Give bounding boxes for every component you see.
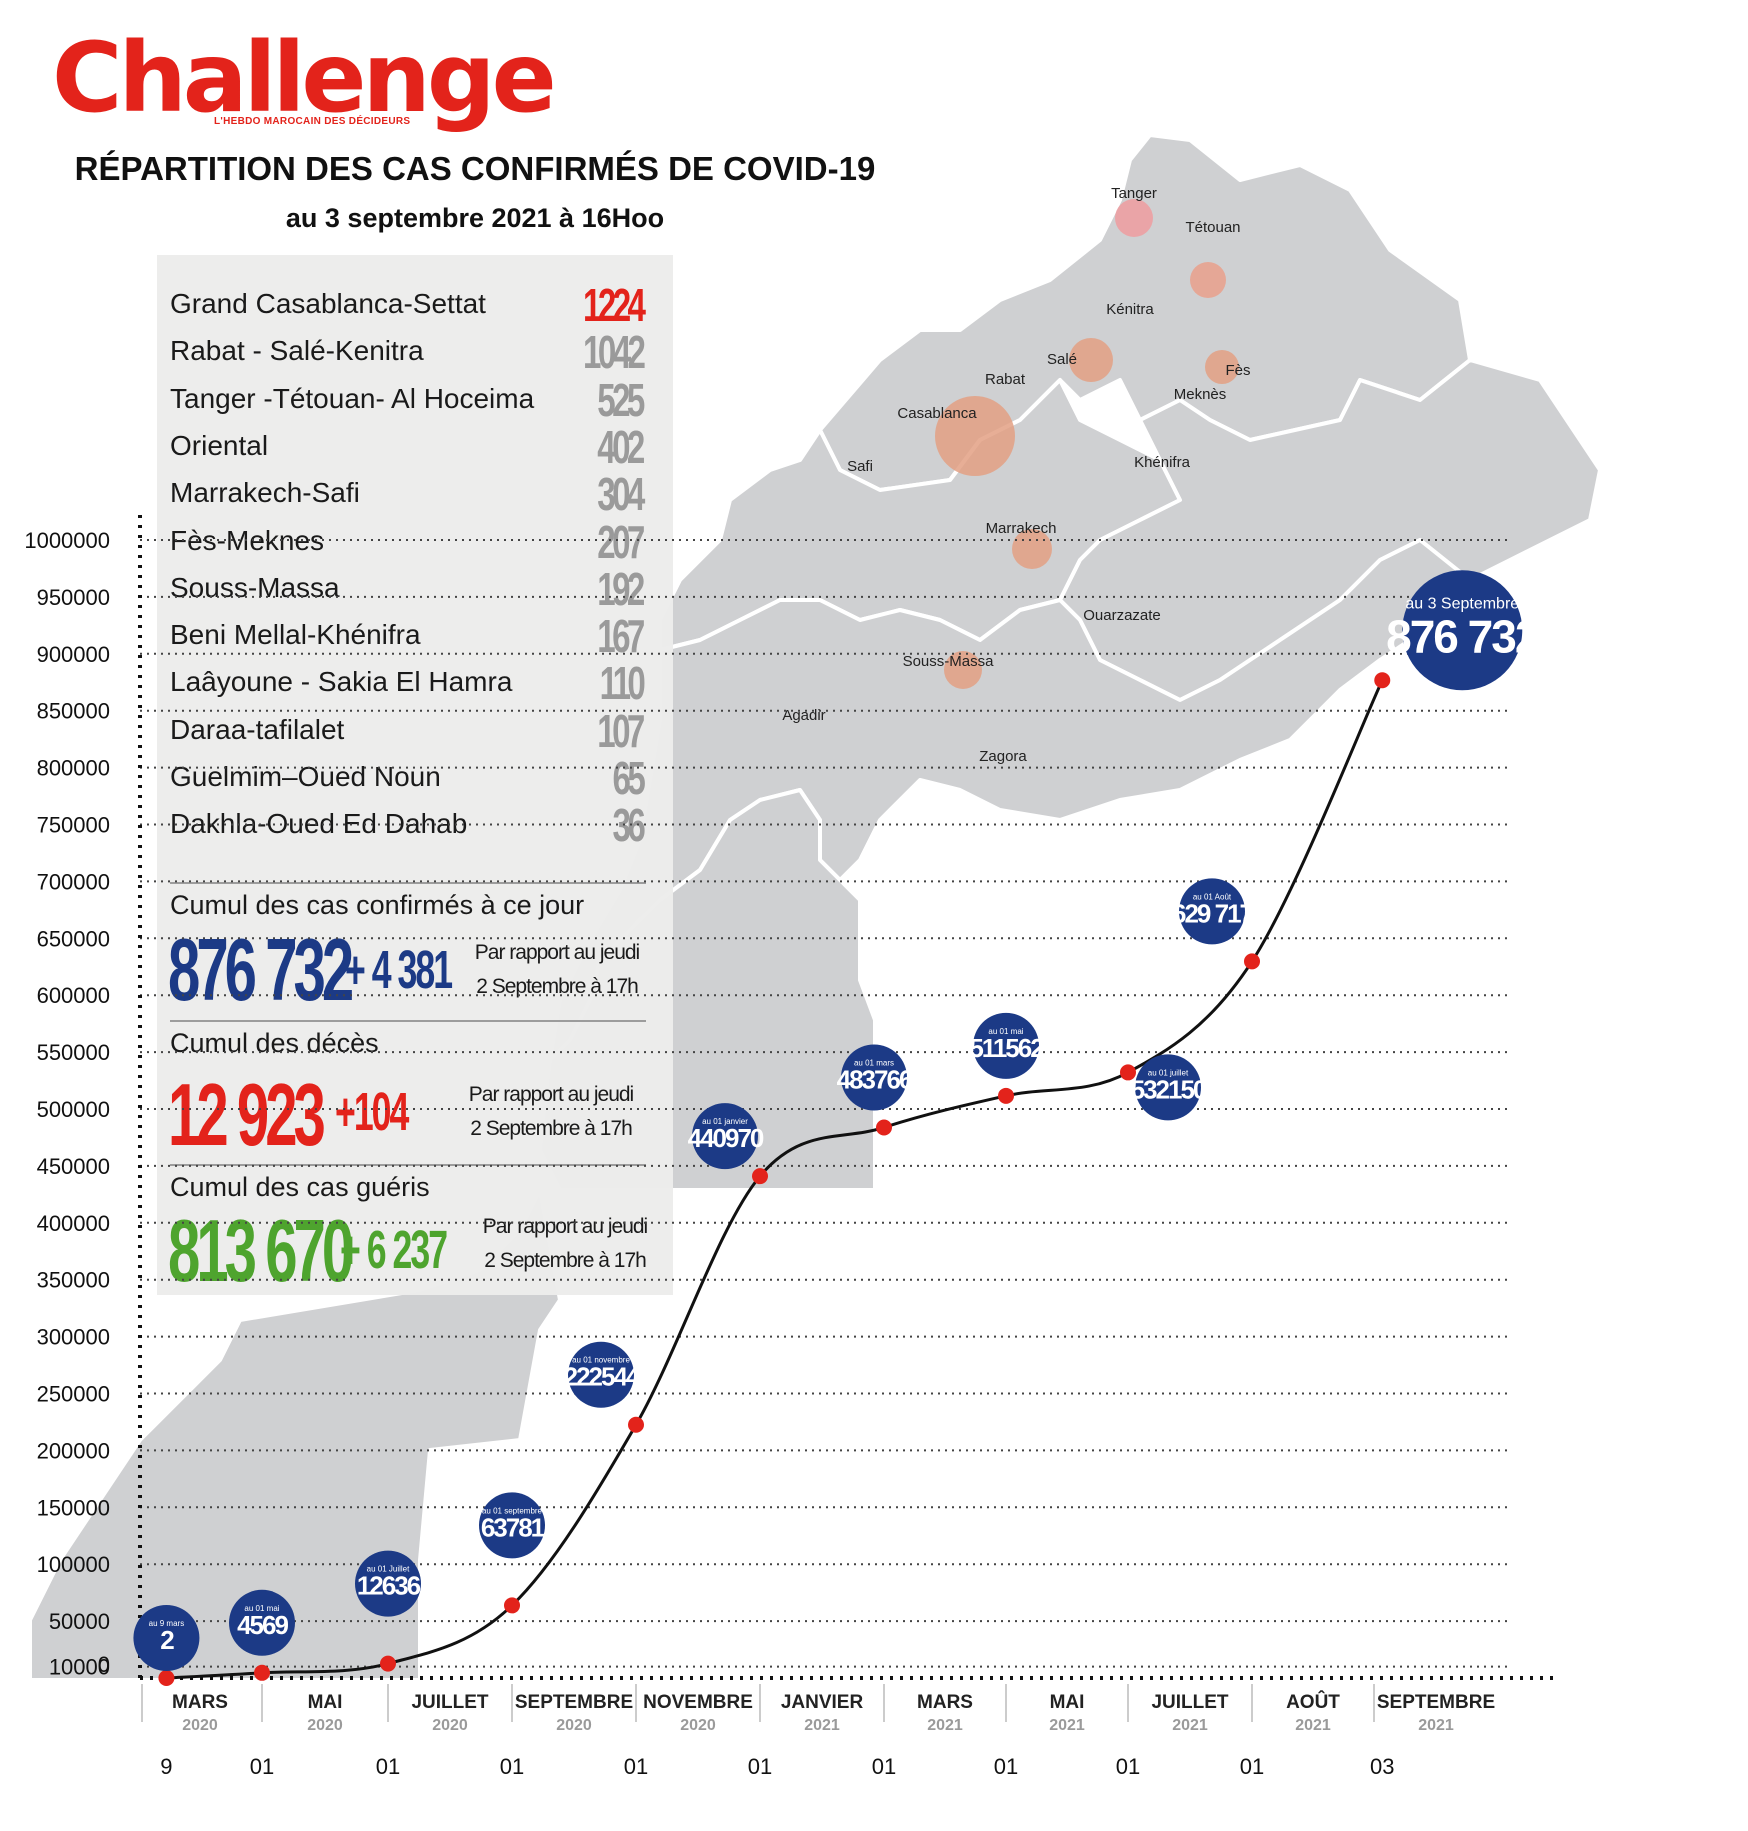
recovered-delta: + 6 237 xyxy=(340,1220,448,1280)
region-name: Fès-Meknes xyxy=(170,524,325,556)
confirmed-delta: + 4 381 xyxy=(345,940,453,1000)
region-value: 207 xyxy=(597,515,646,568)
region-row: Fès-Meknes 207 xyxy=(170,516,670,568)
region-row: Oriental 402 xyxy=(170,421,670,473)
region-row: Souss-Massa 192 xyxy=(170,563,670,615)
region-value: 1224 xyxy=(582,279,646,331)
map-label: Tétouan xyxy=(1185,219,1240,236)
region-name: Oriental xyxy=(170,429,269,461)
region-value: 1042 xyxy=(582,326,646,379)
map-label: Agadir xyxy=(782,707,825,724)
bubble-sale xyxy=(1069,338,1113,382)
map-label: Casablanca xyxy=(897,405,977,422)
confirmed-note: Par rapport au jeudi 2 Septembre à 17h xyxy=(462,936,652,1004)
map-label: Rabat xyxy=(985,371,1026,388)
region-value: 402 xyxy=(597,420,646,473)
map-label: Salé xyxy=(1047,351,1077,368)
map-label: Souss-Massa xyxy=(903,653,995,670)
deaths-note-line1: Par rapport au jeudi xyxy=(468,1083,634,1106)
region-row: Tanger -Tétouan- Al Hoceima 525 xyxy=(170,374,670,426)
logo-wordmark: Challenge xyxy=(52,22,557,134)
bubble-casablanca xyxy=(935,396,1015,476)
logo-tagline: L'HEBDO MAROCAIN DES DÉCIDEURS xyxy=(214,116,411,127)
map-label: Fès xyxy=(1225,362,1250,379)
map-label: Marrakech xyxy=(986,520,1057,537)
deaths-delta: +104 xyxy=(335,1082,409,1142)
recovered-label: Cumul des cas guéris xyxy=(170,1172,430,1202)
region-name: Tanger -Tétouan- Al Hoceima xyxy=(170,382,535,414)
bubble-souss-massa xyxy=(944,651,982,689)
confirmed-note-line2: 2 Septembre à 17h xyxy=(476,975,639,998)
recovered-note-line1: Par rapport au jeudi xyxy=(482,1215,648,1238)
region-value: 36 xyxy=(612,799,645,852)
region-row: Rabat - Salé-Kenitra 1042 xyxy=(170,326,670,378)
region-row: Guelmim–Oued Noun 65 xyxy=(170,752,670,804)
region-value: 525 xyxy=(597,373,646,426)
region-row: Beni Mellal-Khénifra 167 xyxy=(170,610,670,662)
page-title: RÉPARTITION DES CAS CONFIRMÉS DE COVID-1… xyxy=(74,150,876,187)
region-name: Daraa-tafilalet xyxy=(170,713,345,745)
page-subtitle: au 3 septembre 2021 à 16Hoo xyxy=(285,203,665,233)
bubble-fes xyxy=(1205,350,1239,384)
map-label: Safi xyxy=(847,458,873,475)
map-label: Tanger xyxy=(1111,185,1157,202)
map-label: Zagora xyxy=(979,748,1027,765)
region-row: Daraa-tafilalet 107 xyxy=(170,705,670,757)
region-name: Guelmim–Oued Noun xyxy=(170,761,441,792)
region-row: Marrakech-Safi 304 xyxy=(170,468,670,520)
map-label: Kénitra xyxy=(1106,301,1154,318)
separator xyxy=(170,1020,646,1022)
region-row: Laâyoune - Sakia El Hamra 110 xyxy=(170,657,670,709)
confirmed-note-line1: Par rapport au jeudi xyxy=(474,941,640,964)
region-value: 167 xyxy=(597,610,646,663)
region-name: Souss-Massa xyxy=(170,571,340,603)
region-row: Grand Casablanca-Settat 1224 xyxy=(170,279,670,331)
city-bubbles xyxy=(935,199,1239,689)
map-label: Khénifra xyxy=(1134,454,1191,471)
region-value: 304 xyxy=(597,468,646,521)
recovered-note-line2: 2 Septembre à 17h xyxy=(484,1249,647,1272)
region-name: Beni Mellal-Khénifra xyxy=(170,619,421,651)
map-label: Ouarzazate xyxy=(1083,607,1161,624)
deaths-label: Cumul des décès xyxy=(170,1028,379,1058)
confirmed-value: 876 732 xyxy=(168,920,354,1019)
region-name: Grand Casablanca-Settat xyxy=(170,288,486,319)
region-name: Rabat - Salé-Kenitra xyxy=(170,335,424,367)
region-name: Marrakech-Safi xyxy=(170,477,360,509)
deaths-value: 12 923 xyxy=(168,1065,326,1164)
map-label: Meknès xyxy=(1174,386,1227,403)
deaths-note: Par rapport au jeudi 2 Septembre à 17h xyxy=(456,1078,646,1146)
logo: Challenge L'HEBDO MAROCAIN DES DÉCIDEURS xyxy=(52,22,557,138)
recovered-value: 813 670 xyxy=(168,1201,354,1300)
separator xyxy=(170,882,646,884)
deaths-note-line2: 2 Septembre à 17h xyxy=(470,1117,633,1140)
bubble-tanger xyxy=(1115,199,1153,237)
region-value: 192 xyxy=(597,562,646,615)
separator xyxy=(170,1164,646,1166)
recovered-note: Par rapport au jeudi 2 Septembre à 17h xyxy=(470,1210,660,1278)
region-name: Dakhla-Oued Ed Dahab xyxy=(170,808,468,840)
region-row: Dakhla-Oued Ed Dahab 36 xyxy=(170,799,670,851)
region-name: Laâyoune - Sakia El Hamra xyxy=(170,666,513,698)
bubble-tetouan xyxy=(1190,262,1226,298)
confirmed-label: Cumul des cas confirmés à ce jour xyxy=(170,890,585,920)
region-value: 107 xyxy=(597,704,646,757)
region-value: 110 xyxy=(599,657,645,710)
region-value: 65 xyxy=(612,752,645,804)
